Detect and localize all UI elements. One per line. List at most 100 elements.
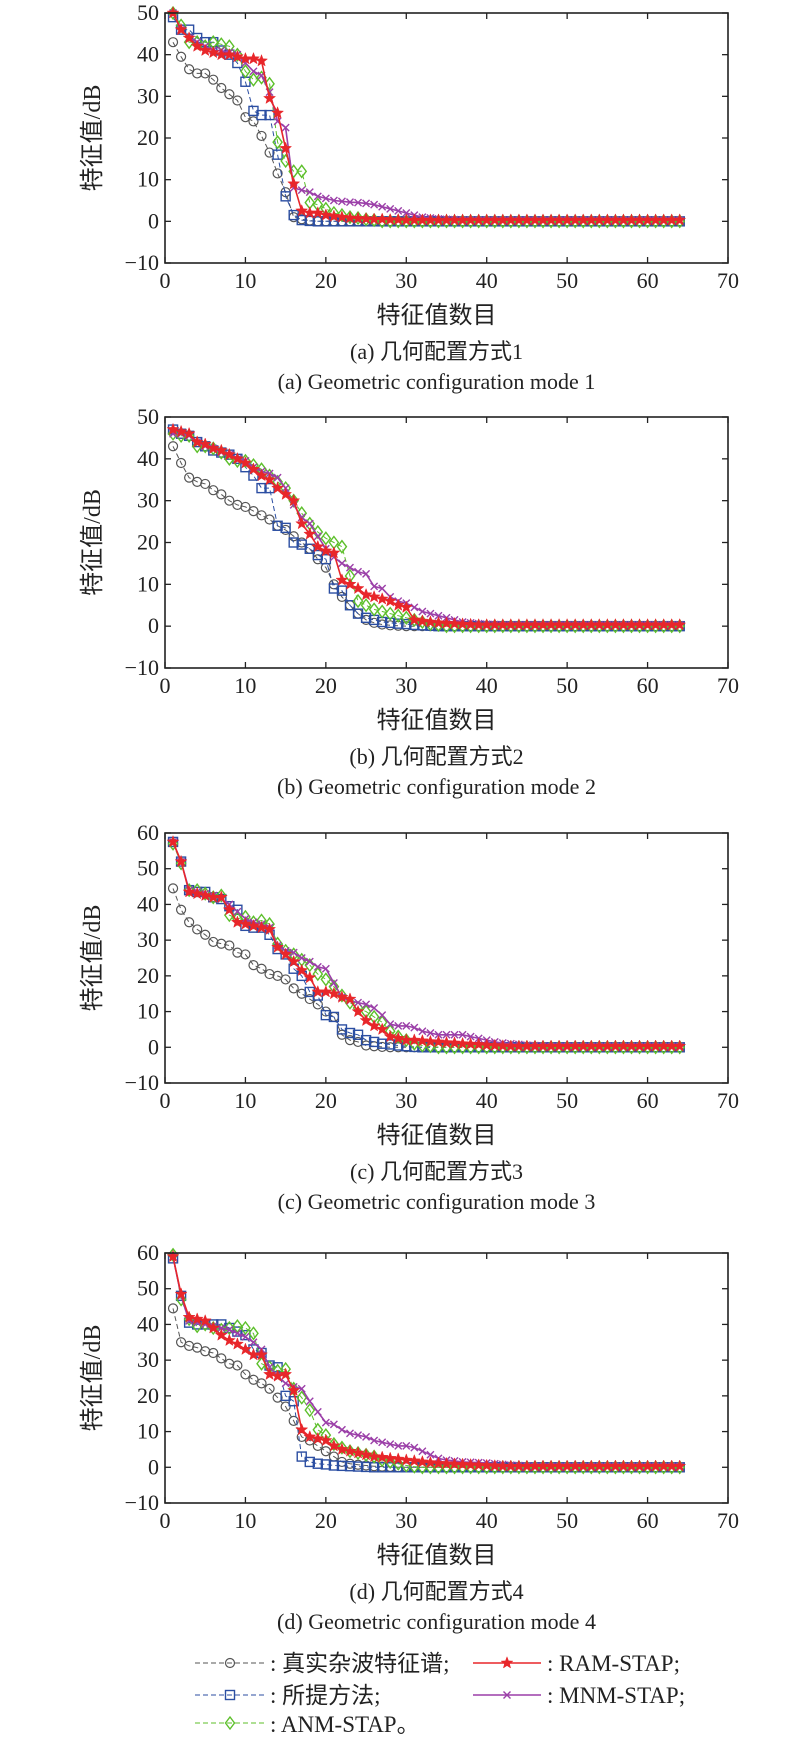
y-tick-label: 50 <box>137 856 159 881</box>
data-point-ram <box>246 462 261 475</box>
data-point-ram <box>464 1457 478 1471</box>
y-axis-label: 特征值/dB <box>79 85 106 192</box>
data-point-ram <box>673 213 687 226</box>
x-tick-label: 60 <box>637 1088 659 1113</box>
data-point-anm <box>384 1454 396 1470</box>
data-point-mnm <box>458 1030 467 1039</box>
data-point-proposed <box>385 1462 396 1473</box>
data-point-ram <box>673 617 687 631</box>
series-true <box>167 883 685 1053</box>
data-point-ram <box>375 1022 389 1035</box>
data-point-anm <box>336 539 348 554</box>
data-point-anm <box>232 1319 243 1334</box>
data-point-mnm <box>418 1447 427 1456</box>
y-tick-label: −10 <box>125 250 159 275</box>
data-point-true <box>264 514 275 525</box>
data-point-mnm <box>362 1432 371 1441</box>
data-point-ram <box>238 1342 252 1355</box>
data-point-true <box>288 983 299 994</box>
data-point-ram <box>343 1444 357 1457</box>
chart-d: 0 10 20 30 40 50 60 70−100102030405060特征值/dB特征值… <box>79 1240 739 1634</box>
data-point-proposed <box>320 554 332 565</box>
data-point-ram <box>464 617 478 631</box>
data-point-ram <box>351 1004 365 1018</box>
data-point-true <box>175 904 187 915</box>
legend: : 真实杂波特征谱; : 所提方法; : ANM-STAP。 : RAM-STA… <box>195 1651 685 1737</box>
data-point-ram <box>190 39 204 52</box>
data-point-ram <box>311 539 325 553</box>
series-mnm <box>169 9 684 225</box>
data-point-ram <box>271 940 285 953</box>
data-point-ram <box>254 468 269 482</box>
data-point-anm <box>296 164 308 179</box>
data-point-ram <box>287 1383 301 1397</box>
series-line-mnm <box>172 1256 680 1467</box>
data-point-proposed <box>385 1039 396 1050</box>
y-tick-label: 0 <box>148 1034 159 1059</box>
data-point-ram <box>279 141 293 154</box>
legend-label-proposed: : 所提方法; <box>270 1683 381 1708</box>
data-point-mnm <box>345 198 354 207</box>
plot-frame <box>164 832 729 1084</box>
data-point-mnm <box>233 907 242 916</box>
data-point-mnm <box>386 204 395 213</box>
data-point-proposed <box>296 214 307 226</box>
data-point-true <box>336 591 348 602</box>
data-point-ram <box>327 209 341 222</box>
data-point-mnm <box>378 1011 387 1020</box>
y-tick-label: 30 <box>137 488 159 513</box>
y-tick-label: 20 <box>137 125 159 150</box>
data-point-true <box>224 89 235 100</box>
data-point-proposed <box>344 600 356 611</box>
data-point-ram <box>496 1038 510 1052</box>
data-point-proposed <box>272 149 283 160</box>
data-point-mnm <box>378 202 387 211</box>
series-line-anm <box>172 1254 680 1468</box>
y-tick-label: 0 <box>148 613 159 638</box>
data-point-true <box>304 993 315 1005</box>
legend-sample-ram <box>473 1656 541 1669</box>
x-axis-label: 特征值数目 <box>377 302 497 329</box>
data-point-mnm <box>337 559 346 568</box>
data-point-ram <box>439 1456 454 1470</box>
data-point-mnm <box>410 603 419 612</box>
data-point-ram <box>456 1457 470 1470</box>
data-point-mnm <box>329 979 338 987</box>
series-proposed <box>167 1253 685 1473</box>
data-point-ram <box>206 441 220 454</box>
data-point-proposed <box>393 618 404 629</box>
data-point-ram <box>327 1438 341 1452</box>
data-point-anm <box>368 602 380 617</box>
data-point-proposed <box>288 537 299 548</box>
data-point-proposed <box>368 1036 380 1048</box>
data-point-mnm <box>313 962 322 971</box>
data-point-ram <box>456 617 470 630</box>
x-tick-label: 10 <box>234 673 256 698</box>
series-line-anm <box>172 12 680 222</box>
y-tick-label: 40 <box>137 1311 159 1336</box>
data-point-mnm <box>354 567 363 576</box>
data-point-ram <box>190 886 204 900</box>
x-tick-label: 0 <box>160 673 171 698</box>
data-point-mnm <box>289 948 298 957</box>
data-point-proposed <box>328 1460 340 1471</box>
data-point-ram <box>351 1446 365 1459</box>
data-point-ram <box>431 1034 446 1048</box>
x-tick-label: 50 <box>556 673 578 698</box>
data-point-true <box>360 1040 372 1051</box>
chart-caption: (d) 几何配置方式4 <box>349 1579 523 1604</box>
data-point-mnm <box>418 1027 427 1036</box>
legend-marker-ram <box>500 1656 514 1669</box>
chart-c: 0 10 20 30 40 50 60 70−100102030405060特征值/dB特征值… <box>79 820 739 1214</box>
y-tick-label: −10 <box>125 655 159 680</box>
data-point-ram <box>447 616 462 630</box>
data-point-ram <box>311 206 325 219</box>
data-point-mnm <box>329 1420 338 1429</box>
data-point-anm <box>312 966 324 982</box>
data-point-anm <box>392 608 404 623</box>
chart-caption-en: (b) Geometric configuration mode 2 <box>277 774 596 799</box>
data-point-ram <box>464 1037 478 1050</box>
data-point-anm <box>360 598 372 613</box>
y-axis-label: 特征值/dB <box>79 905 106 1012</box>
data-point-true <box>184 917 195 928</box>
